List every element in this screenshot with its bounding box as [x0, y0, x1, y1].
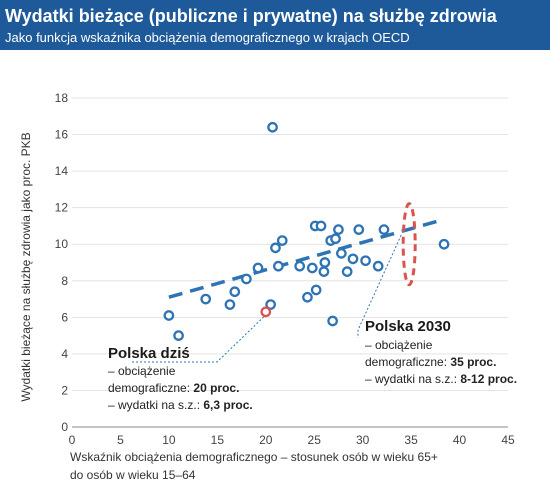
- data-point: [315, 220, 327, 232]
- y-tick-label: 2: [61, 383, 68, 397]
- data-point: [360, 255, 371, 267]
- x-tick-label: 40: [453, 433, 467, 447]
- annotation-polska-dzis-line3-text: – wydatki na s.z.:: [108, 398, 203, 412]
- annotation-polska-dzis-line3: – wydatki na s.z.: 6,3 proc.: [108, 398, 253, 412]
- y-tick-label: 18: [55, 91, 69, 105]
- chart-subtitle: Jako funkcja wskaźnika obciążenia demogr…: [5, 30, 410, 45]
- annotation-polska-2030-line2-value: 35 proc.: [450, 355, 496, 369]
- y-tick-label: 14: [55, 164, 69, 178]
- data-point: [294, 260, 306, 272]
- data-point: [319, 257, 331, 268]
- annotation-polska-2030-line3: – wydatki na s.z.: 8-12 proc.: [365, 372, 517, 386]
- data-point: [229, 286, 241, 298]
- x-tick-label: 30: [356, 433, 370, 447]
- data-points: [163, 121, 450, 341]
- chart-title: Wydatki bieżące (publiczne i prywatne) n…: [5, 6, 497, 26]
- chart-header: Wydatki bieżące (publiczne i prywatne) n…: [0, 0, 550, 50]
- x-tick-label: 5: [117, 433, 124, 447]
- data-point: [306, 262, 318, 274]
- data-point: [273, 260, 284, 272]
- data-point: [333, 224, 344, 235]
- data-point: [341, 266, 353, 277]
- y-tick-label: 10: [55, 237, 69, 251]
- data-point: [438, 238, 450, 250]
- annotation-polska-dzis-title: Polska dziś: [108, 345, 190, 362]
- data-point: [163, 310, 175, 321]
- highlight-point-polska: [260, 306, 272, 318]
- x-tick-label: 10: [162, 433, 176, 447]
- y-tick-label: 4: [61, 347, 68, 361]
- connector-polska-dzis: [130, 316, 265, 363]
- annotation-polska-dzis: Polska dziś – obciążenie demograficzne: …: [108, 345, 253, 412]
- forecast-range-ellipse: [401, 202, 417, 287]
- data-point: [378, 224, 390, 235]
- annotation-polska-2030-line2: demograficzne: 35 proc.: [365, 355, 496, 369]
- annotation-polska-2030-title: Polska 2030: [365, 318, 451, 335]
- data-point: [241, 273, 252, 285]
- data-point: [347, 253, 359, 265]
- annotation-polska-2030: Polska 2030 – obciążenie demograficzne: …: [365, 318, 517, 386]
- data-point: [310, 284, 322, 296]
- y-tick-label: 12: [55, 201, 69, 215]
- data-point: [265, 299, 276, 310]
- x-axis-label-line2: do osób w wieku 15–64: [70, 468, 196, 482]
- data-point: [267, 121, 278, 133]
- trend-line: [168, 218, 441, 299]
- annotation-polska-dzis-line3-value: 6,3 proc.: [203, 398, 252, 412]
- x-tick-label: 15: [211, 433, 225, 447]
- annotation-polska-2030-line3-value: 8-12 proc.: [460, 372, 517, 386]
- x-tick-labels: 0 5 10 15 20 25 30 35 40 45: [69, 433, 515, 447]
- data-point: [224, 299, 236, 310]
- data-point: [372, 260, 384, 272]
- y-tick-labels: 0 2 4 6 8 10 12 14 16 18: [55, 91, 69, 434]
- data-point: [353, 224, 365, 235]
- x-tick-label: 20: [259, 433, 273, 447]
- data-point: [276, 235, 288, 246]
- gridlines: [72, 97, 508, 428]
- y-tick-label: 8: [61, 274, 68, 288]
- data-point: [200, 293, 212, 305]
- annotation-polska-dzis-line2: demograficzne: 20 proc.: [108, 381, 239, 395]
- data-point: [330, 233, 341, 245]
- annotation-connectors: [130, 234, 402, 363]
- annotation-polska-dzis-line2-value: 20 proc.: [193, 381, 239, 395]
- x-tick-label: 45: [501, 433, 515, 447]
- data-point: [318, 266, 330, 277]
- data-point: [336, 248, 347, 259]
- y-tick-label: 0: [61, 420, 68, 434]
- x-tick-label: 0: [69, 433, 76, 447]
- annotation-polska-2030-line1: – obciążenie: [365, 338, 433, 352]
- scatter-chart: 0 2 4 6 8 10 12 14 16 18 0 5 10 15 20 25 30 35 40 45 Wydat…: [19, 91, 517, 482]
- x-tick-label: 25: [308, 433, 322, 447]
- y-tick-label: 6: [61, 310, 68, 324]
- annotation-polska-dzis-line2-text: demograficzne:: [108, 381, 193, 395]
- data-point: [252, 262, 264, 274]
- y-tick-label: 16: [55, 128, 69, 142]
- trend-line-group: [168, 202, 441, 299]
- annotation-polska-2030-line3-text: – wydatki na s.z.:: [365, 372, 460, 386]
- data-point: [270, 242, 281, 254]
- connector-polska-2030: [357, 234, 402, 338]
- data-point: [327, 315, 338, 327]
- annotation-polska-dzis-line1: – obciążenie: [108, 364, 176, 378]
- data-point: [173, 330, 184, 341]
- data-point: [302, 291, 313, 303]
- annotation-polska-2030-line2-text: demograficzne:: [365, 355, 450, 369]
- y-axis-label: Wydatki bieżące na służbę zdrowia jako p…: [19, 132, 33, 401]
- x-axis-label: Wskaźnik obciążenia demograficznego – st…: [70, 450, 438, 464]
- x-tick-label: 35: [404, 433, 418, 447]
